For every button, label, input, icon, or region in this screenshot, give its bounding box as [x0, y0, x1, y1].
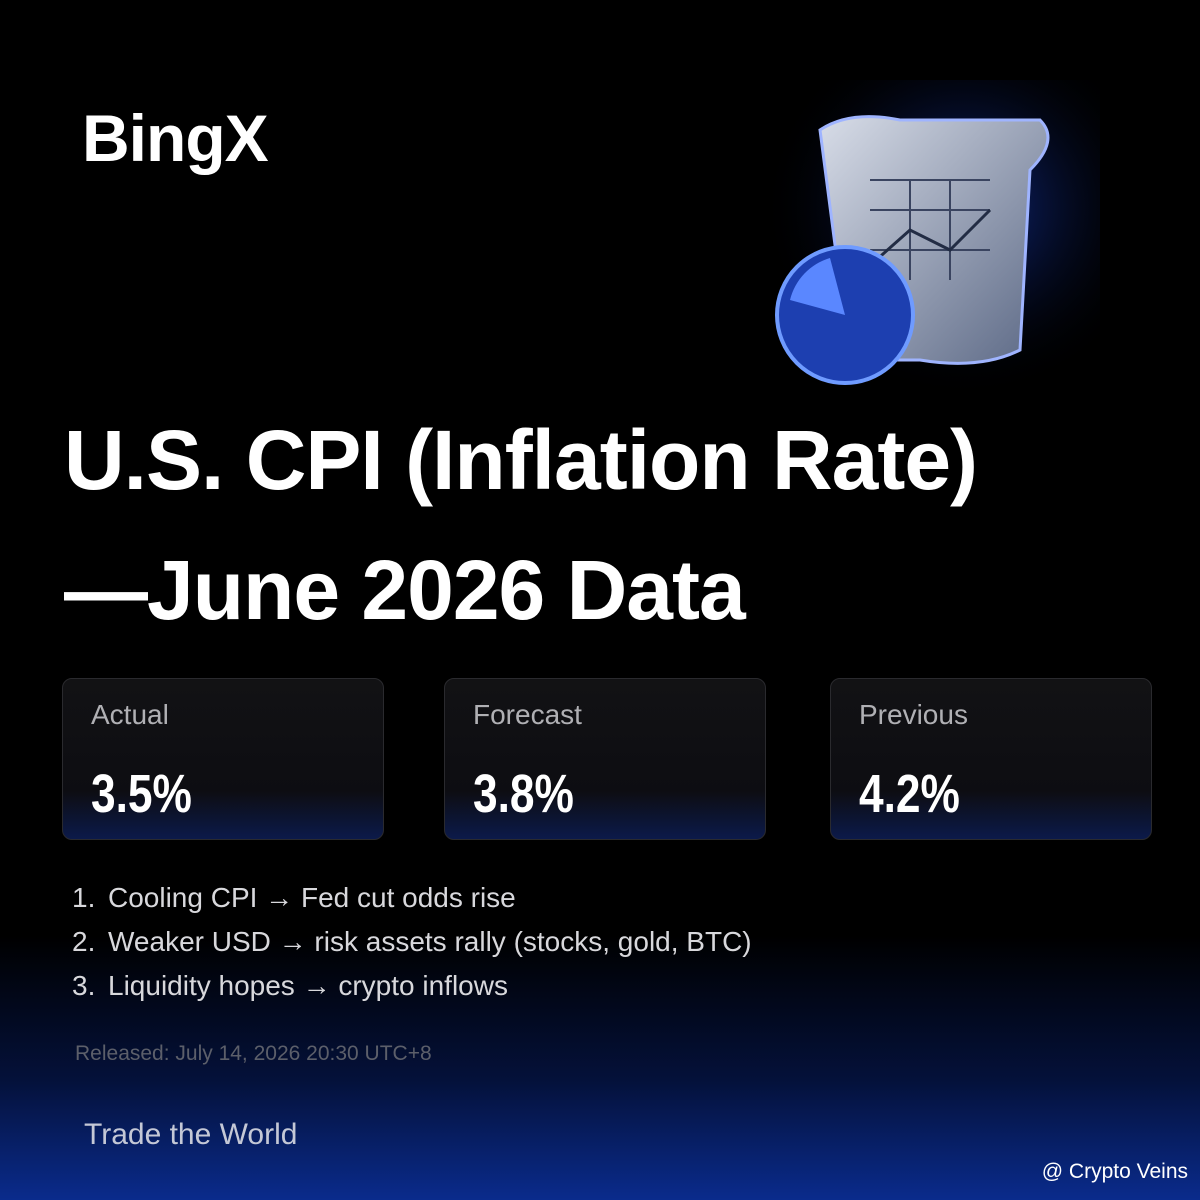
point-row: 1. Cooling CPI → Fed cut odds rise	[72, 882, 516, 914]
point-text: Cooling CPI → Fed cut odds rise	[108, 882, 516, 913]
stat-card: Actual 3.5%	[62, 678, 384, 840]
stat-label: Previous	[859, 699, 968, 730]
title-line: U.S. CPI (Inflation Rate)	[64, 413, 978, 507]
report-illustration	[760, 80, 1100, 400]
watermark: @ Crypto Veins	[1041, 1160, 1188, 1183]
brand-logo: BingX	[82, 101, 269, 175]
point-text: Weaker USD → risk assets rally (stocks, …	[108, 926, 752, 957]
stat-label: Actual	[91, 699, 169, 730]
title-line: —June 2026 Data	[64, 543, 746, 637]
release-time: Released: July 14, 2026 20:30 UTC+8	[75, 1042, 432, 1065]
point-number: 2.	[72, 926, 96, 957]
stat-value: 4.2%	[859, 764, 960, 824]
stat-label: Forecast	[473, 699, 582, 730]
point-row: 3. Liquidity hopes → crypto inflows	[72, 970, 508, 1002]
stat-card: Forecast 3.8%	[444, 678, 766, 840]
point-text: Liquidity hopes → crypto inflows	[108, 970, 508, 1001]
point-row: 2. Weaker USD → risk assets rally (stocks…	[72, 926, 752, 958]
stat-card: Previous 4.2%	[830, 678, 1152, 840]
point-number: 3.	[72, 970, 96, 1001]
stat-value: 3.8%	[473, 764, 574, 824]
point-number: 1.	[72, 882, 96, 913]
stat-value: 3.5%	[91, 764, 192, 824]
tagline: Trade the World	[84, 1118, 298, 1151]
